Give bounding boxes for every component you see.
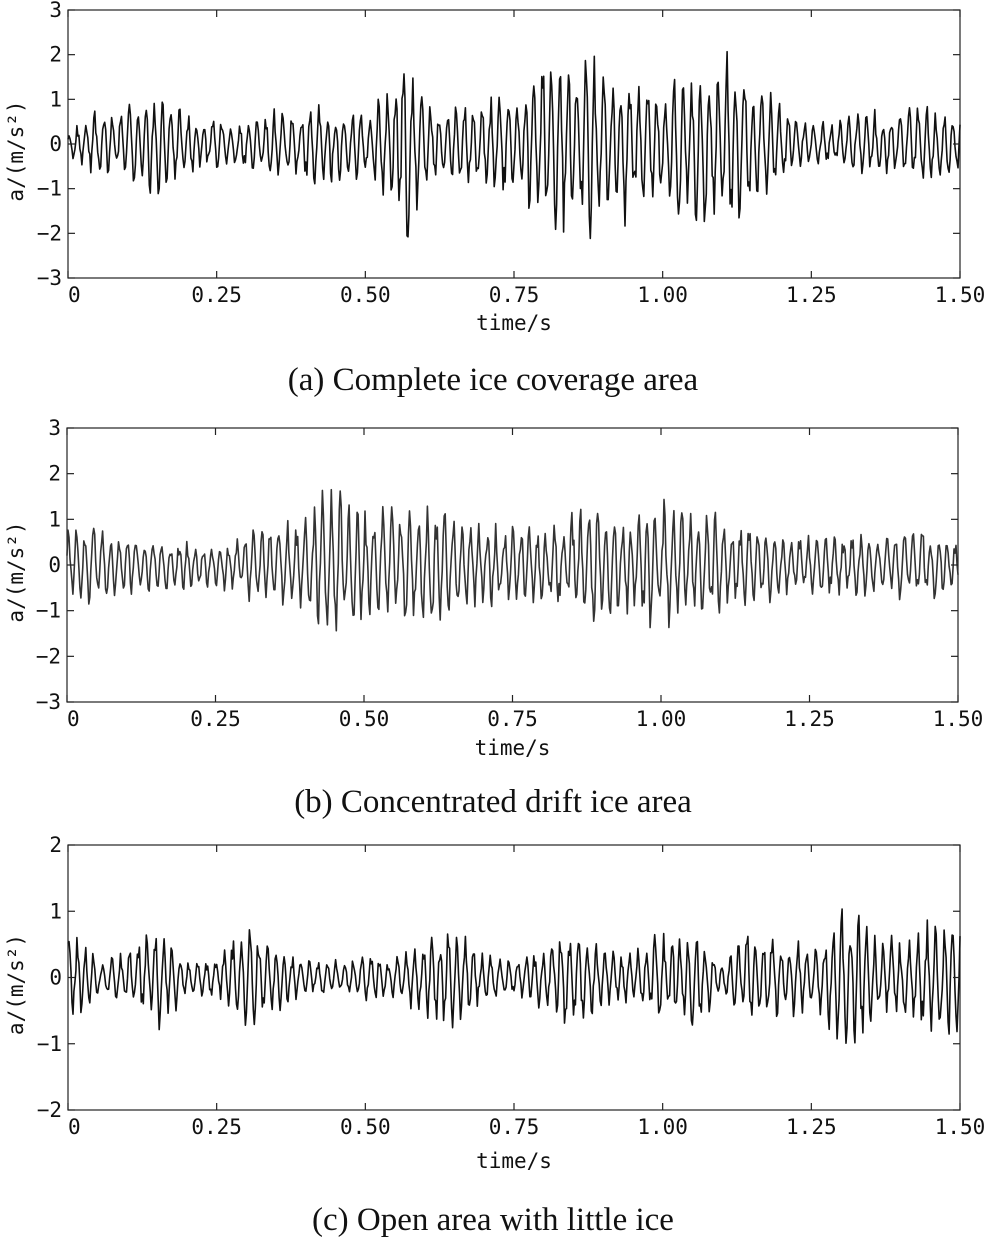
y-tick-label: 0 [48, 553, 61, 577]
x-tick-label: 1.00 [637, 1115, 688, 1139]
x-tick-label: 0 [68, 1115, 81, 1139]
x-tick-label: 0.75 [489, 1115, 540, 1139]
x-tick-label: 0.50 [340, 283, 391, 307]
plot-frame [67, 844, 961, 1111]
x-tick-label: 0.50 [339, 707, 390, 731]
x-tick-label: 1.00 [636, 707, 687, 731]
y-tick-label: 0 [49, 132, 62, 156]
y-axis-label: a/(m/s²) [4, 934, 28, 1035]
chart-panel-1: 0 0.25 0.50 0.75 1.00 1.25 1.50 −3 −2 −1 0 1 2 3 time/… [4, 416, 983, 820]
x-tick-label: 0 [67, 707, 80, 731]
chart-caption: (b) Concentrated drift ice area [294, 784, 692, 820]
x-tick-label: 0.75 [489, 283, 540, 307]
y-tick-label: 3 [49, 0, 62, 22]
data-series-line [66, 488, 959, 632]
x-tick-label: 0 [68, 283, 81, 307]
y-tick-label: −1 [37, 1032, 62, 1056]
chart-caption: (c) Open area with little ice [312, 1202, 674, 1238]
x-tick-label: 0.75 [487, 707, 538, 731]
y-tick-label: −3 [36, 690, 61, 714]
x-axis-label: time/s [476, 1149, 552, 1173]
y-axis-label: a/(m/s²) [4, 521, 28, 622]
data-series-line [67, 50, 961, 240]
x-tick-label: 0.25 [191, 283, 242, 307]
x-tick-label: 1.50 [935, 1115, 986, 1139]
y-tick-label: 1 [48, 507, 61, 531]
y-tick-label: 0 [49, 966, 62, 990]
y-tick-label: −1 [37, 177, 62, 201]
y-tick-label: −1 [36, 599, 61, 623]
y-tick-label: 2 [48, 462, 61, 486]
chart-caption: (a) Complete ice coverage area [288, 362, 699, 398]
y-tick-label: 2 [49, 833, 62, 857]
y-tick-label: −2 [37, 221, 62, 245]
x-tick-label: 0.25 [191, 1115, 242, 1139]
x-tick-label: 1.25 [786, 283, 837, 307]
x-tick-label: 0.50 [340, 1115, 391, 1139]
x-tick-label: 1.50 [935, 283, 986, 307]
x-tick-label: 1.50 [933, 707, 984, 731]
y-tick-label: 2 [49, 43, 62, 67]
y-axis-label: a/(m/s²) [4, 100, 28, 201]
y-tick-label: −3 [37, 266, 62, 290]
x-tick-label: 1.25 [784, 707, 835, 731]
x-axis-label: time/s [475, 736, 551, 760]
x-tick-label: 1.25 [786, 1115, 837, 1139]
chart-panel-2: 0 0.25 0.50 0.75 1.00 1.25 1.50 −2 −1 0 1 2 time/s a/… [4, 833, 985, 1238]
x-tick-label: 1.00 [637, 283, 688, 307]
chart-panel-0: 0 0.25 0.50 0.75 1.00 1.25 1.50 −3 −2 −1 0 1 2 3 time/… [4, 0, 985, 398]
y-tick-label: 3 [48, 416, 61, 440]
data-series-line [67, 908, 961, 1044]
y-tick-label: 1 [49, 87, 62, 111]
x-axis-label: time/s [476, 311, 552, 335]
x-tick-label: 0.25 [190, 707, 241, 731]
y-tick-label: −2 [36, 644, 61, 668]
y-tick-label: 1 [49, 899, 62, 923]
y-tick-label: −2 [37, 1098, 62, 1122]
